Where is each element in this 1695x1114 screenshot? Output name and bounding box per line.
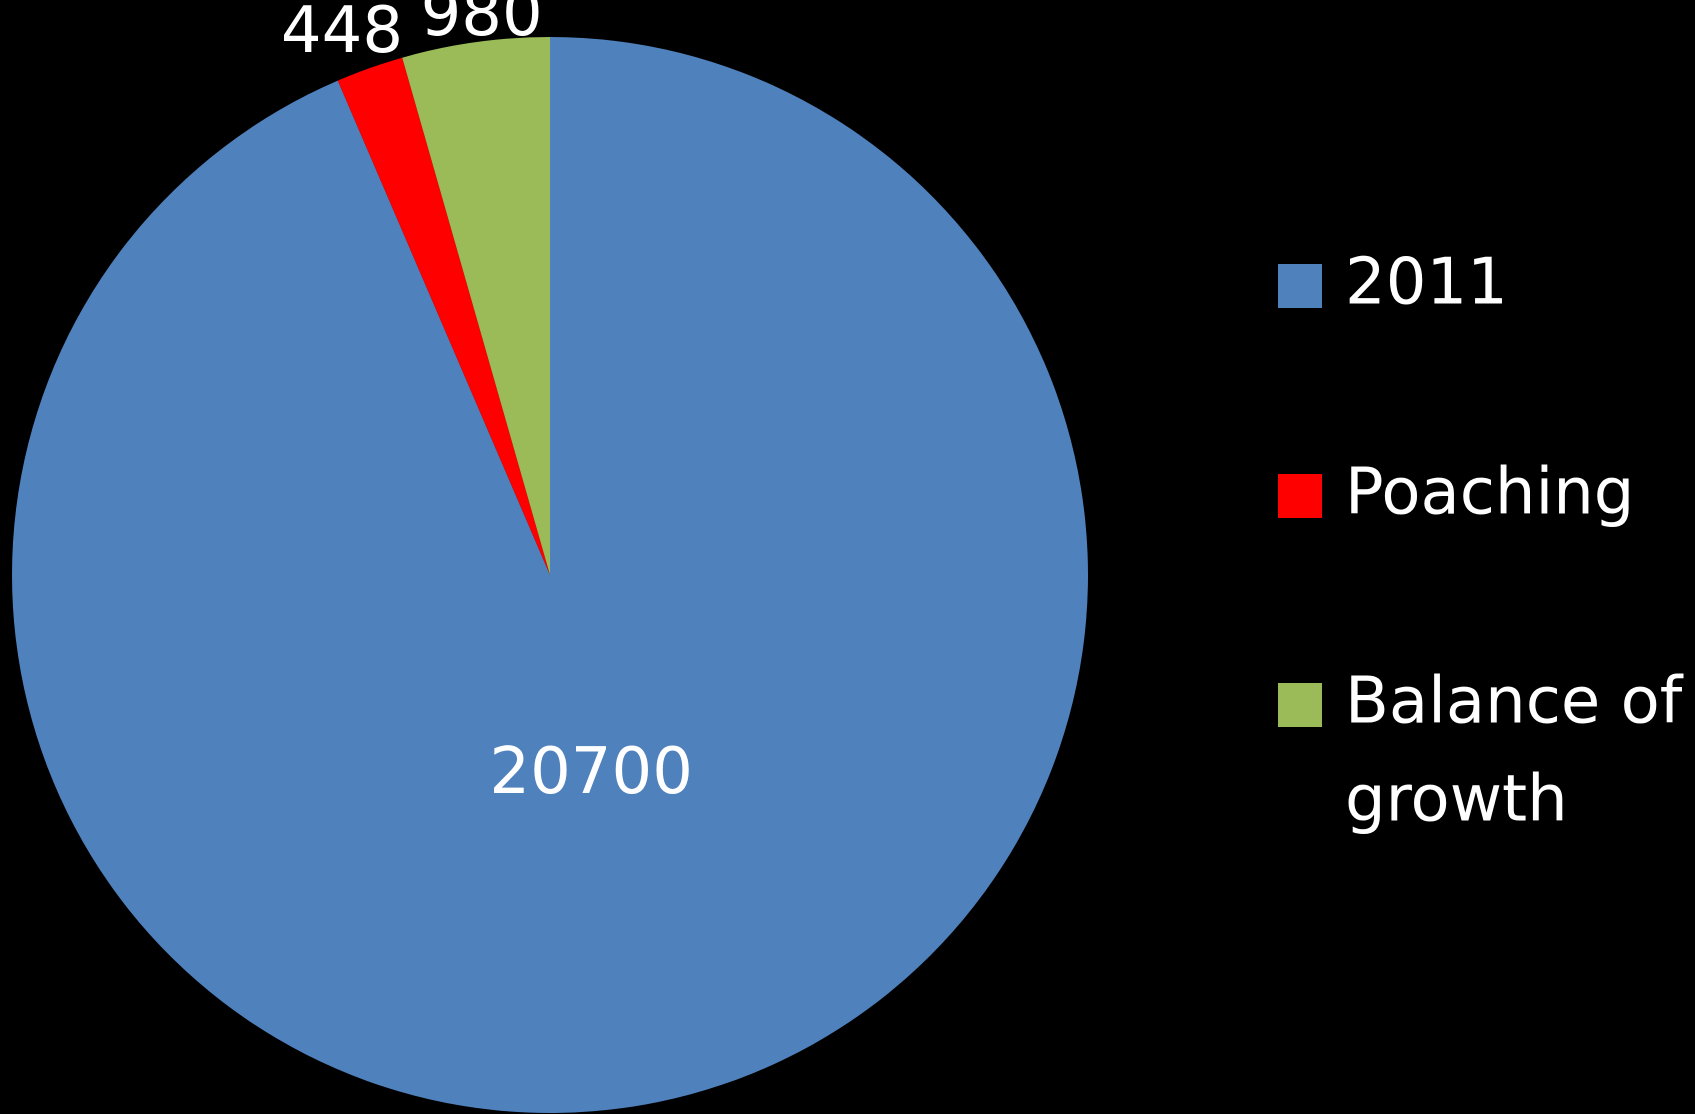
legend-swatch [1278,474,1322,518]
legend-swatch [1278,683,1322,727]
legend-label: Balance of [1345,665,1684,739]
legend: 2011 Poaching Balance of growth [1278,246,1684,837]
data-label-2011: 20700 [489,735,693,809]
legend-item-balance-of-growth: Balance of growth [1278,665,1684,837]
pie-slices [11,37,1088,1113]
legend-label: 2011 [1345,246,1508,320]
pie-slice-poaching [337,57,550,575]
legend-label: Poaching [1345,456,1634,530]
pie-slice-balance-of-growth [402,37,550,575]
legend-label: growth [1345,763,1568,837]
data-label-balance-of-growth: 980 [421,0,543,51]
pie-slice-2011 [11,37,1088,1113]
data-label-poaching: 448 [281,0,403,68]
legend-item-poaching: Poaching [1278,456,1634,530]
legend-item-2011: 2011 [1278,246,1508,320]
pie-data-labels: 20700 448 980 [281,0,693,809]
legend-swatch [1278,264,1322,308]
